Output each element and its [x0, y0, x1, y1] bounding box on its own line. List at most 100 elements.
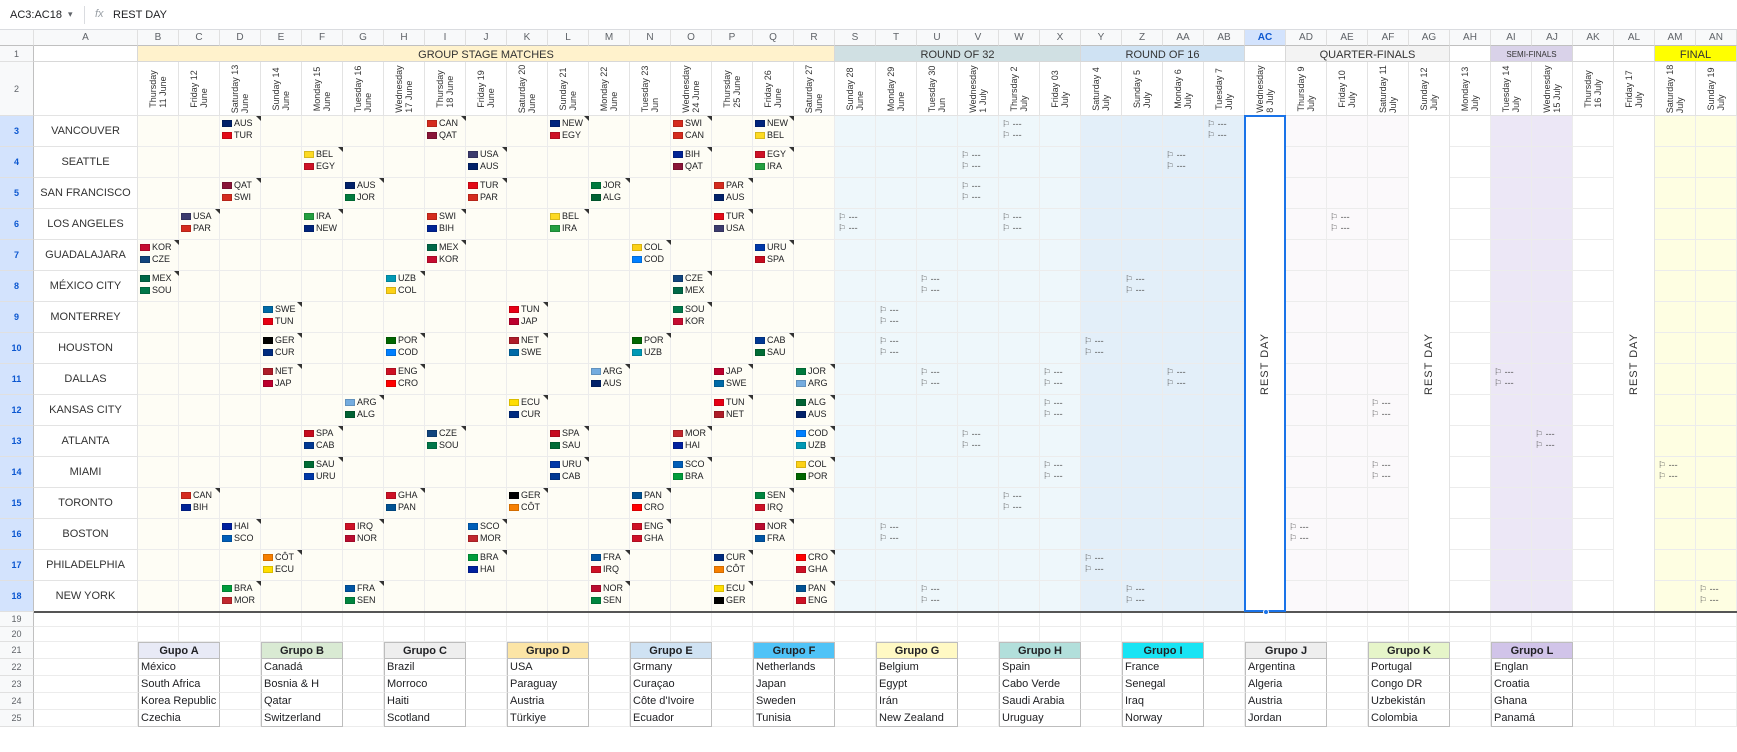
pending-match-cell[interactable]: ⚐ --- ⚐ --- [958, 426, 999, 457]
schedule-cell[interactable] [794, 147, 835, 178]
pending-match-cell[interactable]: ⚐ --- ⚐ --- [835, 209, 876, 240]
match-cell[interactable]: NOR SEN [589, 581, 630, 612]
pending-match-cell[interactable]: ⚐ --- ⚐ --- [917, 364, 958, 395]
schedule-cell[interactable] [589, 302, 630, 333]
column-header-x[interactable]: X [1040, 30, 1081, 46]
pending-match-cell[interactable]: ⚐ --- ⚐ --- [876, 302, 917, 333]
schedule-cell[interactable] [794, 519, 835, 550]
schedule-cell[interactable] [1491, 519, 1532, 550]
schedule-cell[interactable] [179, 519, 220, 550]
schedule-cell[interactable] [302, 302, 343, 333]
empty-cell[interactable] [589, 710, 630, 727]
column-header-l[interactable]: L [548, 30, 589, 46]
schedule-cell[interactable] [835, 271, 876, 302]
schedule-cell[interactable] [712, 302, 753, 333]
pending-match-cell[interactable]: ⚐ --- ⚐ --- [1368, 395, 1409, 426]
schedule-cell[interactable] [712, 488, 753, 519]
empty-cell[interactable] [1081, 612, 1122, 627]
schedule-cell[interactable] [220, 364, 261, 395]
schedule-cell[interactable] [671, 333, 712, 364]
empty-cell[interactable] [630, 612, 671, 627]
empty-cell[interactable] [1327, 693, 1368, 710]
schedule-cell[interactable] [1450, 395, 1491, 426]
schedule-cell[interactable] [466, 302, 507, 333]
schedule-cell[interactable] [1696, 271, 1737, 302]
schedule-cell[interactable] [1450, 240, 1491, 271]
schedule-cell[interactable] [630, 426, 671, 457]
empty-cell[interactable] [589, 693, 630, 710]
match-cell[interactable]: COL POR [794, 457, 835, 488]
schedule-cell[interactable] [548, 240, 589, 271]
schedule-cell[interactable] [1368, 302, 1409, 333]
pending-match-cell[interactable]: ⚐ --- ⚐ --- [917, 271, 958, 302]
schedule-cell[interactable] [1040, 147, 1081, 178]
column-header-d[interactable]: D [220, 30, 261, 46]
schedule-cell[interactable] [343, 457, 384, 488]
schedule-cell[interactable] [1327, 116, 1368, 147]
schedule-cell[interactable] [1655, 395, 1696, 426]
schedule-cell[interactable] [1122, 209, 1163, 240]
schedule-cell[interactable] [1368, 519, 1409, 550]
empty-cell[interactable] [220, 627, 261, 642]
empty-cell[interactable] [1614, 659, 1655, 676]
schedule-cell[interactable] [1573, 271, 1614, 302]
match-cell[interactable]: CAN QAT [425, 116, 466, 147]
schedule-cell[interactable] [1286, 178, 1327, 209]
schedule-cell[interactable] [958, 581, 999, 612]
schedule-cell[interactable] [1532, 209, 1573, 240]
match-cell[interactable]: USA PAR [179, 209, 220, 240]
match-cell[interactable]: CZE SOU [425, 426, 466, 457]
match-cell[interactable]: MEX KOR [425, 240, 466, 271]
schedule-cell[interactable] [343, 209, 384, 240]
schedule-cell[interactable] [999, 581, 1040, 612]
empty-cell[interactable] [917, 627, 958, 642]
schedule-cell[interactable] [1655, 488, 1696, 519]
match-cell[interactable]: NEW EGY [548, 116, 589, 147]
schedule-cell[interactable] [753, 550, 794, 581]
empty-cell[interactable] [1614, 710, 1655, 727]
column-header-ah[interactable]: AH [1450, 30, 1491, 46]
schedule-cell[interactable] [1286, 209, 1327, 240]
schedule-cell[interactable] [1286, 147, 1327, 178]
schedule-cell[interactable] [876, 364, 917, 395]
schedule-cell[interactable] [999, 519, 1040, 550]
column-header-aj[interactable]: AJ [1532, 30, 1573, 46]
schedule-cell[interactable] [548, 302, 589, 333]
schedule-cell[interactable] [1450, 333, 1491, 364]
row-header-15[interactable]: 15 [0, 488, 34, 519]
schedule-cell[interactable] [1081, 395, 1122, 426]
empty-cell[interactable] [589, 612, 630, 627]
empty-cell[interactable] [466, 676, 507, 693]
schedule-cell[interactable] [1696, 395, 1737, 426]
empty-cell[interactable] [630, 627, 671, 642]
empty-cell[interactable] [835, 659, 876, 676]
schedule-cell[interactable] [548, 178, 589, 209]
schedule-cell[interactable] [425, 271, 466, 302]
schedule-cell[interactable] [1081, 488, 1122, 519]
schedule-cell[interactable] [671, 364, 712, 395]
match-cell[interactable]: SWE TUN [261, 302, 302, 333]
schedule-cell[interactable] [1573, 209, 1614, 240]
schedule-cell[interactable] [1163, 550, 1204, 581]
pending-match-cell[interactable]: ⚐ --- ⚐ --- [1286, 519, 1327, 550]
empty-cell[interactable] [548, 612, 589, 627]
schedule-cell[interactable] [220, 395, 261, 426]
column-header-o[interactable]: O [671, 30, 712, 46]
empty-cell[interactable] [1696, 710, 1737, 727]
schedule-cell[interactable] [1450, 116, 1491, 147]
empty-cell[interactable] [466, 710, 507, 727]
empty-cell[interactable] [1204, 642, 1245, 659]
schedule-cell[interactable] [1081, 271, 1122, 302]
schedule-cell[interactable] [917, 147, 958, 178]
column-header-z[interactable]: Z [1122, 30, 1163, 46]
empty-cell[interactable] [1040, 612, 1081, 627]
schedule-cell[interactable] [261, 519, 302, 550]
empty-cell[interactable] [835, 693, 876, 710]
schedule-cell[interactable] [343, 302, 384, 333]
empty-cell[interactable] [1409, 612, 1450, 627]
schedule-cell[interactable] [1040, 519, 1081, 550]
empty-cell[interactable] [34, 627, 138, 642]
empty-cell[interactable] [466, 642, 507, 659]
schedule-cell[interactable] [1573, 550, 1614, 581]
schedule-cell[interactable] [835, 147, 876, 178]
